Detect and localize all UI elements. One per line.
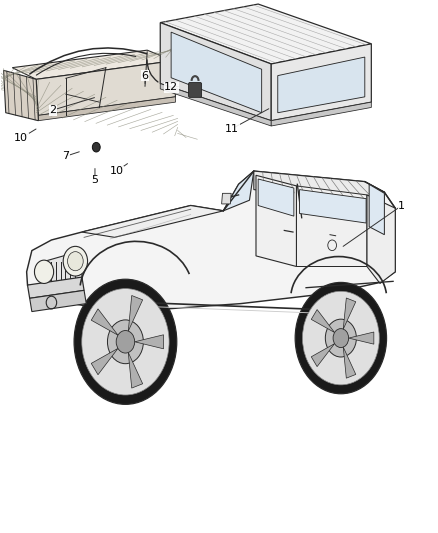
Polygon shape bbox=[258, 179, 294, 216]
Circle shape bbox=[82, 288, 169, 395]
Circle shape bbox=[74, 279, 177, 405]
Polygon shape bbox=[369, 184, 385, 235]
Polygon shape bbox=[134, 335, 163, 349]
Text: 7: 7 bbox=[62, 151, 69, 161]
Circle shape bbox=[325, 319, 357, 357]
Polygon shape bbox=[367, 195, 395, 284]
Polygon shape bbox=[128, 295, 143, 331]
Polygon shape bbox=[256, 175, 297, 266]
Text: 1: 1 bbox=[398, 200, 405, 211]
Polygon shape bbox=[343, 298, 356, 329]
Text: 10: 10 bbox=[14, 133, 28, 143]
Polygon shape bbox=[28, 277, 84, 298]
Polygon shape bbox=[278, 57, 365, 113]
Circle shape bbox=[92, 142, 100, 152]
Polygon shape bbox=[160, 84, 271, 126]
Polygon shape bbox=[91, 349, 118, 375]
Text: 6: 6 bbox=[141, 70, 148, 80]
Polygon shape bbox=[254, 171, 385, 208]
Polygon shape bbox=[300, 190, 366, 223]
Polygon shape bbox=[271, 102, 371, 126]
Circle shape bbox=[107, 320, 143, 364]
Polygon shape bbox=[4, 70, 39, 120]
Polygon shape bbox=[45, 251, 82, 290]
Polygon shape bbox=[91, 309, 118, 335]
Polygon shape bbox=[128, 352, 143, 388]
Circle shape bbox=[116, 330, 134, 353]
Polygon shape bbox=[222, 193, 231, 204]
Circle shape bbox=[63, 246, 88, 276]
Circle shape bbox=[67, 252, 83, 271]
Text: 11: 11 bbox=[225, 124, 239, 134]
Polygon shape bbox=[39, 97, 176, 120]
Polygon shape bbox=[349, 332, 374, 344]
Polygon shape bbox=[271, 44, 371, 120]
Text: 10: 10 bbox=[110, 166, 124, 176]
Polygon shape bbox=[311, 344, 335, 367]
Polygon shape bbox=[30, 290, 86, 312]
Polygon shape bbox=[171, 32, 261, 113]
Polygon shape bbox=[297, 186, 367, 266]
Text: 5: 5 bbox=[92, 175, 99, 185]
Circle shape bbox=[35, 260, 53, 284]
Polygon shape bbox=[223, 171, 254, 211]
Circle shape bbox=[295, 282, 387, 394]
Polygon shape bbox=[82, 206, 223, 237]
Polygon shape bbox=[160, 22, 271, 120]
Polygon shape bbox=[160, 4, 371, 64]
Text: 2: 2 bbox=[49, 105, 57, 115]
Polygon shape bbox=[343, 347, 356, 378]
FancyBboxPatch shape bbox=[188, 83, 201, 98]
Circle shape bbox=[333, 329, 349, 348]
Polygon shape bbox=[12, 50, 173, 79]
Polygon shape bbox=[311, 310, 335, 333]
Polygon shape bbox=[36, 61, 176, 115]
Circle shape bbox=[303, 292, 379, 385]
Polygon shape bbox=[27, 171, 395, 309]
Text: 12: 12 bbox=[164, 82, 178, 92]
